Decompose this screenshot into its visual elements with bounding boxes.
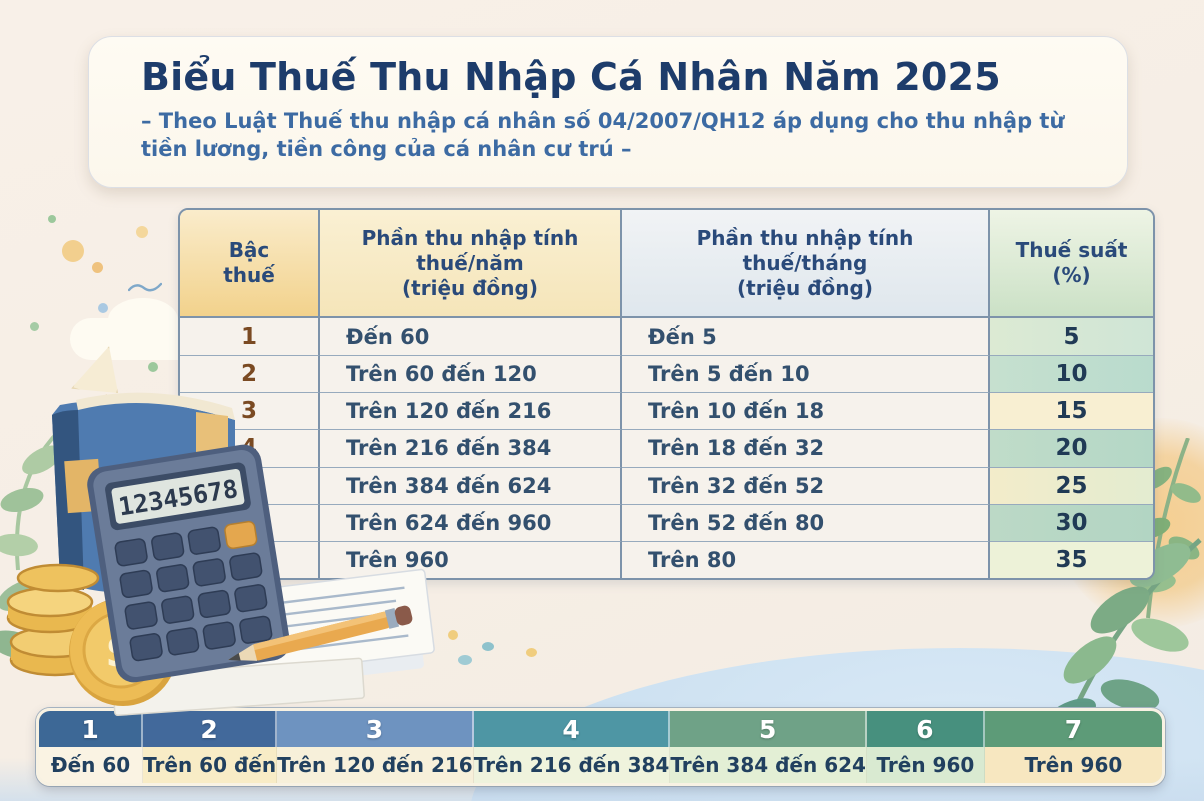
table-cell-yearly: Trên 120 đến 216 [320,392,622,430]
table-cell-monthly: Trên 80 [622,540,990,578]
table-cell-rate: 15 [990,392,1153,430]
table-cell-monthly: Trên 5 đến 10 [622,355,990,393]
table-cell-monthly: Đến 5 [622,318,990,356]
table-cell-bracket: 1 [180,318,320,356]
bracket-segment-label: Trên 120 đến 216 [277,747,474,783]
dot [482,642,494,651]
bracket-segment-number: 3 [277,711,474,747]
bracket-segment-label: Đến 60 [39,747,144,783]
column-header-bracket: Bậc thuế [180,210,320,318]
column-header-yearly-income: Phần thu nhập tính thuế/năm (triệu đồng) [320,210,622,318]
table-cell-monthly: Trên 52 đến 80 [622,503,990,541]
table-cell-yearly: Trên 960 [320,540,622,578]
pencil-illustration [228,605,413,661]
dot [98,303,108,313]
table-cell-rate: 25 [990,466,1153,504]
dot [136,226,148,238]
page-title: Biểu Thuế Thu Nhập Cá Nhân Năm 2025 [141,55,1001,99]
table-cell-monthly: Trên 10 đến 18 [622,392,990,430]
calculator-illustration: 12345678 [87,444,290,683]
dot [30,322,39,331]
dot [148,362,158,372]
dot [526,648,537,657]
bracket-segment-number: 2 [143,711,278,747]
dot [458,655,472,665]
column-header-monthly-income: Phần thu nhập tính thuế/tháng (triệu đồn… [622,210,990,318]
table-cell-monthly: Trên 18 đến 32 [622,429,990,467]
table-cell-rate: 10 [990,355,1153,393]
bracket-segment-number: 7 [984,711,1162,747]
title-card: Biểu Thuế Thu Nhập Cá Nhân Năm 2025 – Th… [88,36,1128,188]
column-header-tax-rate: Thuế suất (%) [990,210,1153,318]
table-cell-bracket: 2 [180,355,320,393]
bracket-segment-number: 5 [670,711,867,747]
bracket-segment-label: Trên 960 [866,747,985,783]
table-cell-rate: 35 [990,540,1153,578]
bracket-segment-label: Trên 384 đến 624 [670,747,867,783]
dot [48,215,56,223]
table-cell-bracket: 3 [180,392,320,430]
table-cell-rate: 20 [990,429,1153,467]
table-cell-monthly: Trên 32 đến 52 [622,466,990,504]
bird-icon [128,282,162,292]
table-cell-yearly: Trên 60 đến 120 [320,355,622,393]
leaves-left [0,428,62,571]
table-cell-yearly: Trên 624 đến 960 [320,503,622,541]
dot [62,240,84,262]
tax-bracket-table: Bậc thuế Phần thu nhập tính thuế/năm (tr… [178,208,1155,580]
table-cell-yearly: Đến 60 [320,318,622,356]
bracket-summary-bar: 1 2 3 4 5 6 7 Đến 60 Trên 60 đến Trên 12… [36,708,1165,786]
finance-illustration: $ 12345678 [6,392,435,717]
bracket-segment-number: 4 [473,711,671,747]
bracket-segment-number: 1 [39,711,144,747]
bracket-segment-label: Trên 216 đến 384 [473,747,671,783]
dot [448,630,458,640]
page-subtitle: – Theo Luật Thuế thu nhập cá nhân số 04/… [141,109,1065,162]
bracket-segment-label: Trên 60 đến [143,747,278,783]
dot [92,262,103,273]
table-cell-yearly: Trên 216 đến 384 [320,429,622,467]
bracket-segment-label: Trên 960 [984,747,1162,783]
table-cell-rate: 30 [990,503,1153,541]
table-cell-yearly: Trên 384 đến 624 [320,466,622,504]
bracket-segment-number: 6 [866,711,985,747]
table-cell-rate: 5 [990,318,1153,356]
